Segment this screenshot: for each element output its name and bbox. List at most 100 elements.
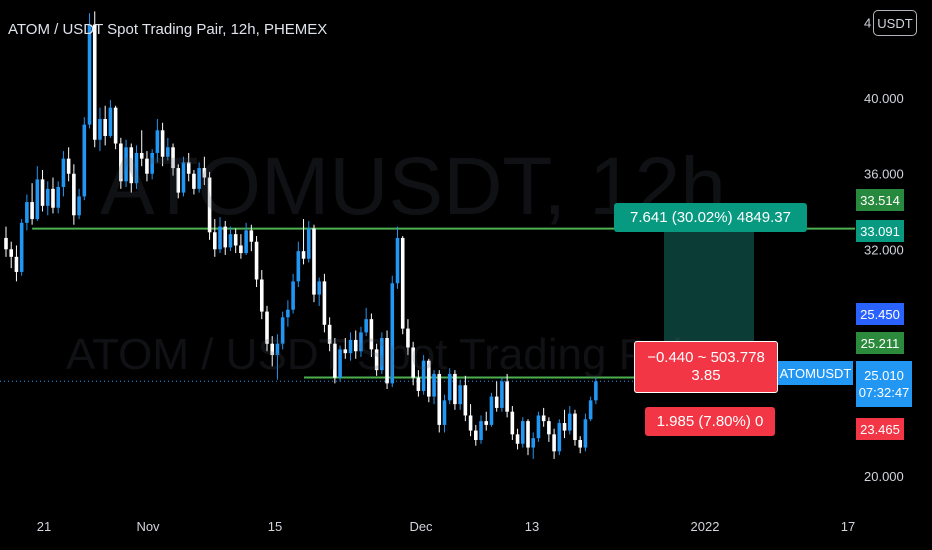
candle <box>536 411 541 442</box>
candle <box>66 147 71 182</box>
candle-body <box>171 147 175 169</box>
candle <box>19 219 24 276</box>
candle <box>505 373 509 418</box>
candle <box>333 338 337 384</box>
candle-body <box>557 423 562 452</box>
candle <box>270 336 275 367</box>
candle-body <box>364 319 368 333</box>
candle-body <box>186 162 191 174</box>
candle-body <box>160 130 165 157</box>
candle-body <box>317 281 321 295</box>
candle <box>500 377 504 412</box>
candle-body <box>296 251 301 282</box>
candle-body <box>9 249 14 257</box>
candle <box>327 317 332 352</box>
ask-price-tag: 25.450 <box>856 303 904 325</box>
candle <box>150 149 154 180</box>
candle-body <box>312 228 316 295</box>
candle <box>155 118 160 163</box>
stop-price-tag: 23.465 <box>856 418 904 440</box>
candle <box>515 428 520 450</box>
candle-body <box>66 158 71 174</box>
candle-body <box>239 245 243 254</box>
candle-body <box>98 118 102 140</box>
currency-button[interactable]: USDT <box>873 10 917 36</box>
candle <box>442 394 447 433</box>
risk-reward-ratio: 3.85 <box>691 367 721 384</box>
candle <box>286 300 290 327</box>
candle-body <box>343 349 348 354</box>
candle <box>40 169 45 212</box>
last-price-value: 25.010 <box>864 368 904 383</box>
candle-body <box>400 237 405 329</box>
candle-body <box>124 147 128 182</box>
candle <box>233 228 238 254</box>
candle <box>453 370 457 410</box>
candle-body <box>259 279 264 312</box>
candle <box>463 375 468 422</box>
candle-body <box>374 349 379 371</box>
candle <box>77 188 81 220</box>
candle-body <box>531 438 536 448</box>
candles <box>4 11 598 459</box>
candle <box>207 171 212 240</box>
candle <box>192 169 196 195</box>
entry-price-tag: 25.211 <box>856 332 904 354</box>
candle-body <box>333 343 337 378</box>
candle-body <box>583 419 588 448</box>
candle-body <box>4 237 8 250</box>
price-axis[interactable]: 20.000 32.000 36.000 40.000 4 <box>864 16 904 484</box>
candle-body <box>489 396 494 425</box>
pnl-label[interactable]: −0.440 ~ 503.778 3.85 <box>634 341 778 393</box>
loss-label[interactable]: 1.985 (7.80%) 0 <box>645 407 775 436</box>
candle <box>343 338 348 359</box>
candle <box>406 319 410 356</box>
candle-body <box>223 226 228 248</box>
candle-body <box>442 400 447 425</box>
candle-body <box>437 373 442 425</box>
candle <box>239 234 243 259</box>
candle-body <box>411 347 415 378</box>
candle <box>145 151 149 182</box>
candle <box>421 355 426 395</box>
candle-body <box>500 381 504 408</box>
candle-body <box>275 343 280 356</box>
candle <box>61 151 66 197</box>
candle-body <box>567 413 572 431</box>
candle <box>364 307 368 337</box>
candle-body <box>338 349 342 378</box>
candle <box>30 183 34 225</box>
profit-label[interactable]: 7.641 (30.02%) 4849.37 <box>614 203 807 232</box>
candle <box>296 241 301 288</box>
candle <box>573 409 577 446</box>
candle <box>474 424 478 446</box>
candle-body <box>30 202 34 220</box>
candle <box>479 415 483 444</box>
candle-body <box>421 360 426 391</box>
candle-body <box>385 338 389 384</box>
candle <box>166 137 170 161</box>
candle <box>197 162 201 193</box>
candle-body <box>547 421 551 435</box>
candle-body <box>432 373 436 397</box>
candle <box>181 156 186 197</box>
candle-body <box>369 319 374 350</box>
candle-body <box>40 179 45 206</box>
candle-body <box>484 421 489 425</box>
time-axis[interactable]: 21 Nov 15 Dec 13 2022 17 <box>37 519 855 534</box>
candle-body <box>541 415 546 422</box>
candle-body <box>588 400 593 420</box>
candle-body <box>270 343 275 356</box>
candle <box>186 152 191 182</box>
candle-body <box>526 421 530 448</box>
time-axis-tick-label: 17 <box>841 519 855 534</box>
candle <box>312 224 316 303</box>
candle-body <box>228 234 233 248</box>
time-axis-tick-label: 21 <box>37 519 51 534</box>
candle <box>254 236 259 288</box>
candle-body <box>552 434 556 452</box>
candle <box>306 220 311 263</box>
candle <box>552 428 556 459</box>
candle-body <box>77 196 81 216</box>
